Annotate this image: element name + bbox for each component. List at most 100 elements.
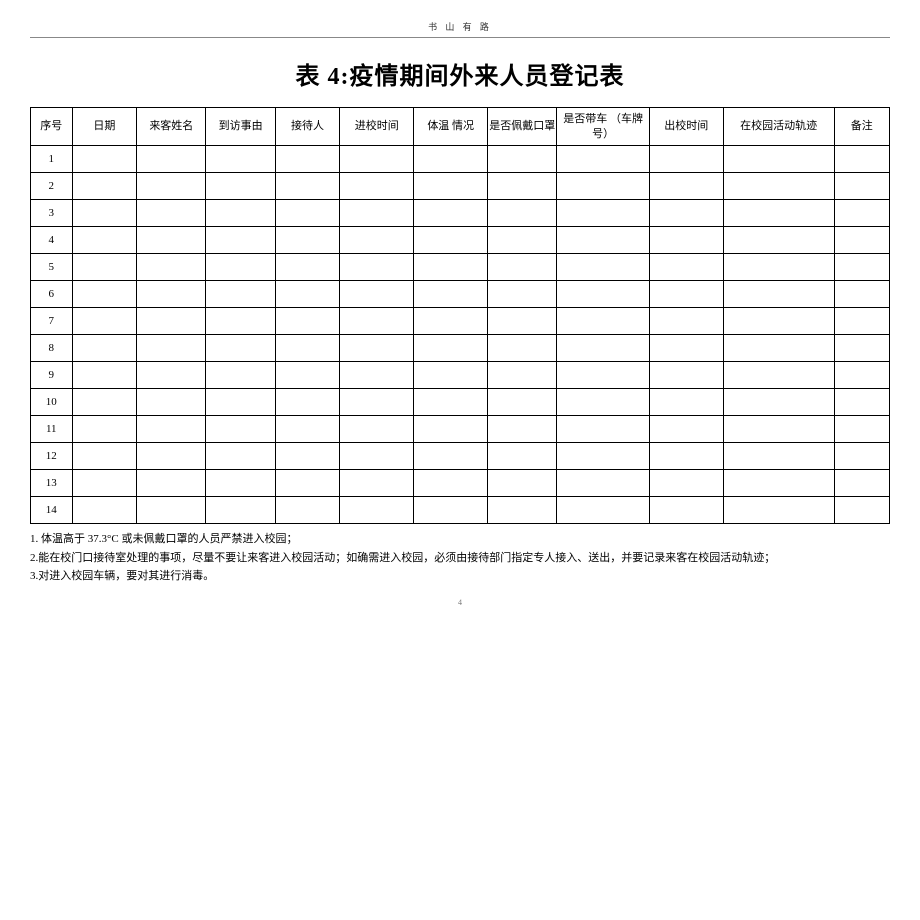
row-seq: 4	[31, 227, 73, 254]
cell	[414, 389, 488, 416]
cell	[275, 443, 340, 470]
cell	[557, 227, 649, 254]
cell	[275, 416, 340, 443]
cell	[340, 497, 414, 524]
cell	[340, 335, 414, 362]
cell	[723, 227, 834, 254]
cell	[834, 254, 890, 281]
cell	[340, 227, 414, 254]
cell	[557, 389, 649, 416]
note-2: 2.能在校门口接待室处理的事项，尽量不要让来客进入校园活动；如确需进入校园，必须…	[30, 549, 890, 568]
cell	[414, 308, 488, 335]
cell	[137, 173, 206, 200]
cell	[72, 254, 137, 281]
cell	[649, 497, 723, 524]
col-recv: 接待人	[275, 108, 340, 146]
row-seq: 14	[31, 497, 73, 524]
note-3: 3.对进入校园车辆，要对其进行消毒。	[30, 567, 890, 586]
col-outtime: 出校时间	[649, 108, 723, 146]
cell	[649, 308, 723, 335]
cell	[488, 335, 557, 362]
row-seq: 1	[31, 146, 73, 173]
cell	[649, 281, 723, 308]
cell	[275, 254, 340, 281]
cell	[275, 227, 340, 254]
cell	[137, 227, 206, 254]
cell	[72, 362, 137, 389]
table-container: 序号 日期 来客姓名 到访事由 接待人 进校时间 体温 情况 是否佩戴口罩 是否…	[0, 107, 920, 524]
cell	[834, 389, 890, 416]
cell	[649, 443, 723, 470]
cell	[206, 281, 275, 308]
cell	[649, 146, 723, 173]
cell	[206, 389, 275, 416]
cell	[72, 200, 137, 227]
col-seq: 序号	[31, 108, 73, 146]
cell	[137, 335, 206, 362]
cell	[137, 470, 206, 497]
page-header-motto: 书 山 有 路	[0, 0, 920, 33]
table-row: 2	[31, 173, 890, 200]
cell	[723, 470, 834, 497]
cell	[557, 281, 649, 308]
cell	[834, 416, 890, 443]
col-date: 日期	[72, 108, 137, 146]
table-header-row: 序号 日期 来客姓名 到访事由 接待人 进校时间 体温 情况 是否佩戴口罩 是否…	[31, 108, 890, 146]
cell	[72, 308, 137, 335]
cell	[488, 470, 557, 497]
cell	[414, 416, 488, 443]
cell	[834, 281, 890, 308]
cell	[340, 281, 414, 308]
cell	[340, 470, 414, 497]
table-row: 1	[31, 146, 890, 173]
cell	[206, 308, 275, 335]
row-seq: 2	[31, 173, 73, 200]
cell	[137, 254, 206, 281]
cell	[557, 308, 649, 335]
cell	[72, 146, 137, 173]
row-seq: 6	[31, 281, 73, 308]
cell	[488, 146, 557, 173]
table-row: 14	[31, 497, 890, 524]
col-temp: 体温 情况	[414, 108, 488, 146]
cell	[488, 362, 557, 389]
cell	[723, 443, 834, 470]
cell	[723, 308, 834, 335]
cell	[72, 443, 137, 470]
cell	[414, 146, 488, 173]
cell	[137, 281, 206, 308]
cell	[834, 146, 890, 173]
cell	[414, 443, 488, 470]
cell	[72, 470, 137, 497]
cell	[834, 335, 890, 362]
table-body: 1 2 3 4 5 6 7 8 9 10 11 12 13 14	[31, 146, 890, 524]
cell	[834, 362, 890, 389]
cell	[488, 281, 557, 308]
cell	[414, 335, 488, 362]
cell	[649, 254, 723, 281]
cell	[137, 146, 206, 173]
cell	[275, 362, 340, 389]
header-rule	[30, 37, 890, 38]
cell	[206, 335, 275, 362]
cell	[206, 443, 275, 470]
cell	[557, 335, 649, 362]
cell	[649, 227, 723, 254]
cell	[414, 470, 488, 497]
notes-section: 1. 体温高于 37.3°C 或未佩戴口罩的人员严禁进入校园； 2.能在校门口接…	[0, 524, 920, 586]
cell	[340, 173, 414, 200]
row-seq: 11	[31, 416, 73, 443]
cell	[488, 497, 557, 524]
cell	[137, 308, 206, 335]
cell	[488, 416, 557, 443]
cell	[340, 389, 414, 416]
cell	[557, 443, 649, 470]
cell	[834, 173, 890, 200]
cell	[488, 200, 557, 227]
row-seq: 12	[31, 443, 73, 470]
cell	[723, 173, 834, 200]
table-row: 13	[31, 470, 890, 497]
cell	[275, 335, 340, 362]
cell	[414, 227, 488, 254]
cell	[340, 416, 414, 443]
